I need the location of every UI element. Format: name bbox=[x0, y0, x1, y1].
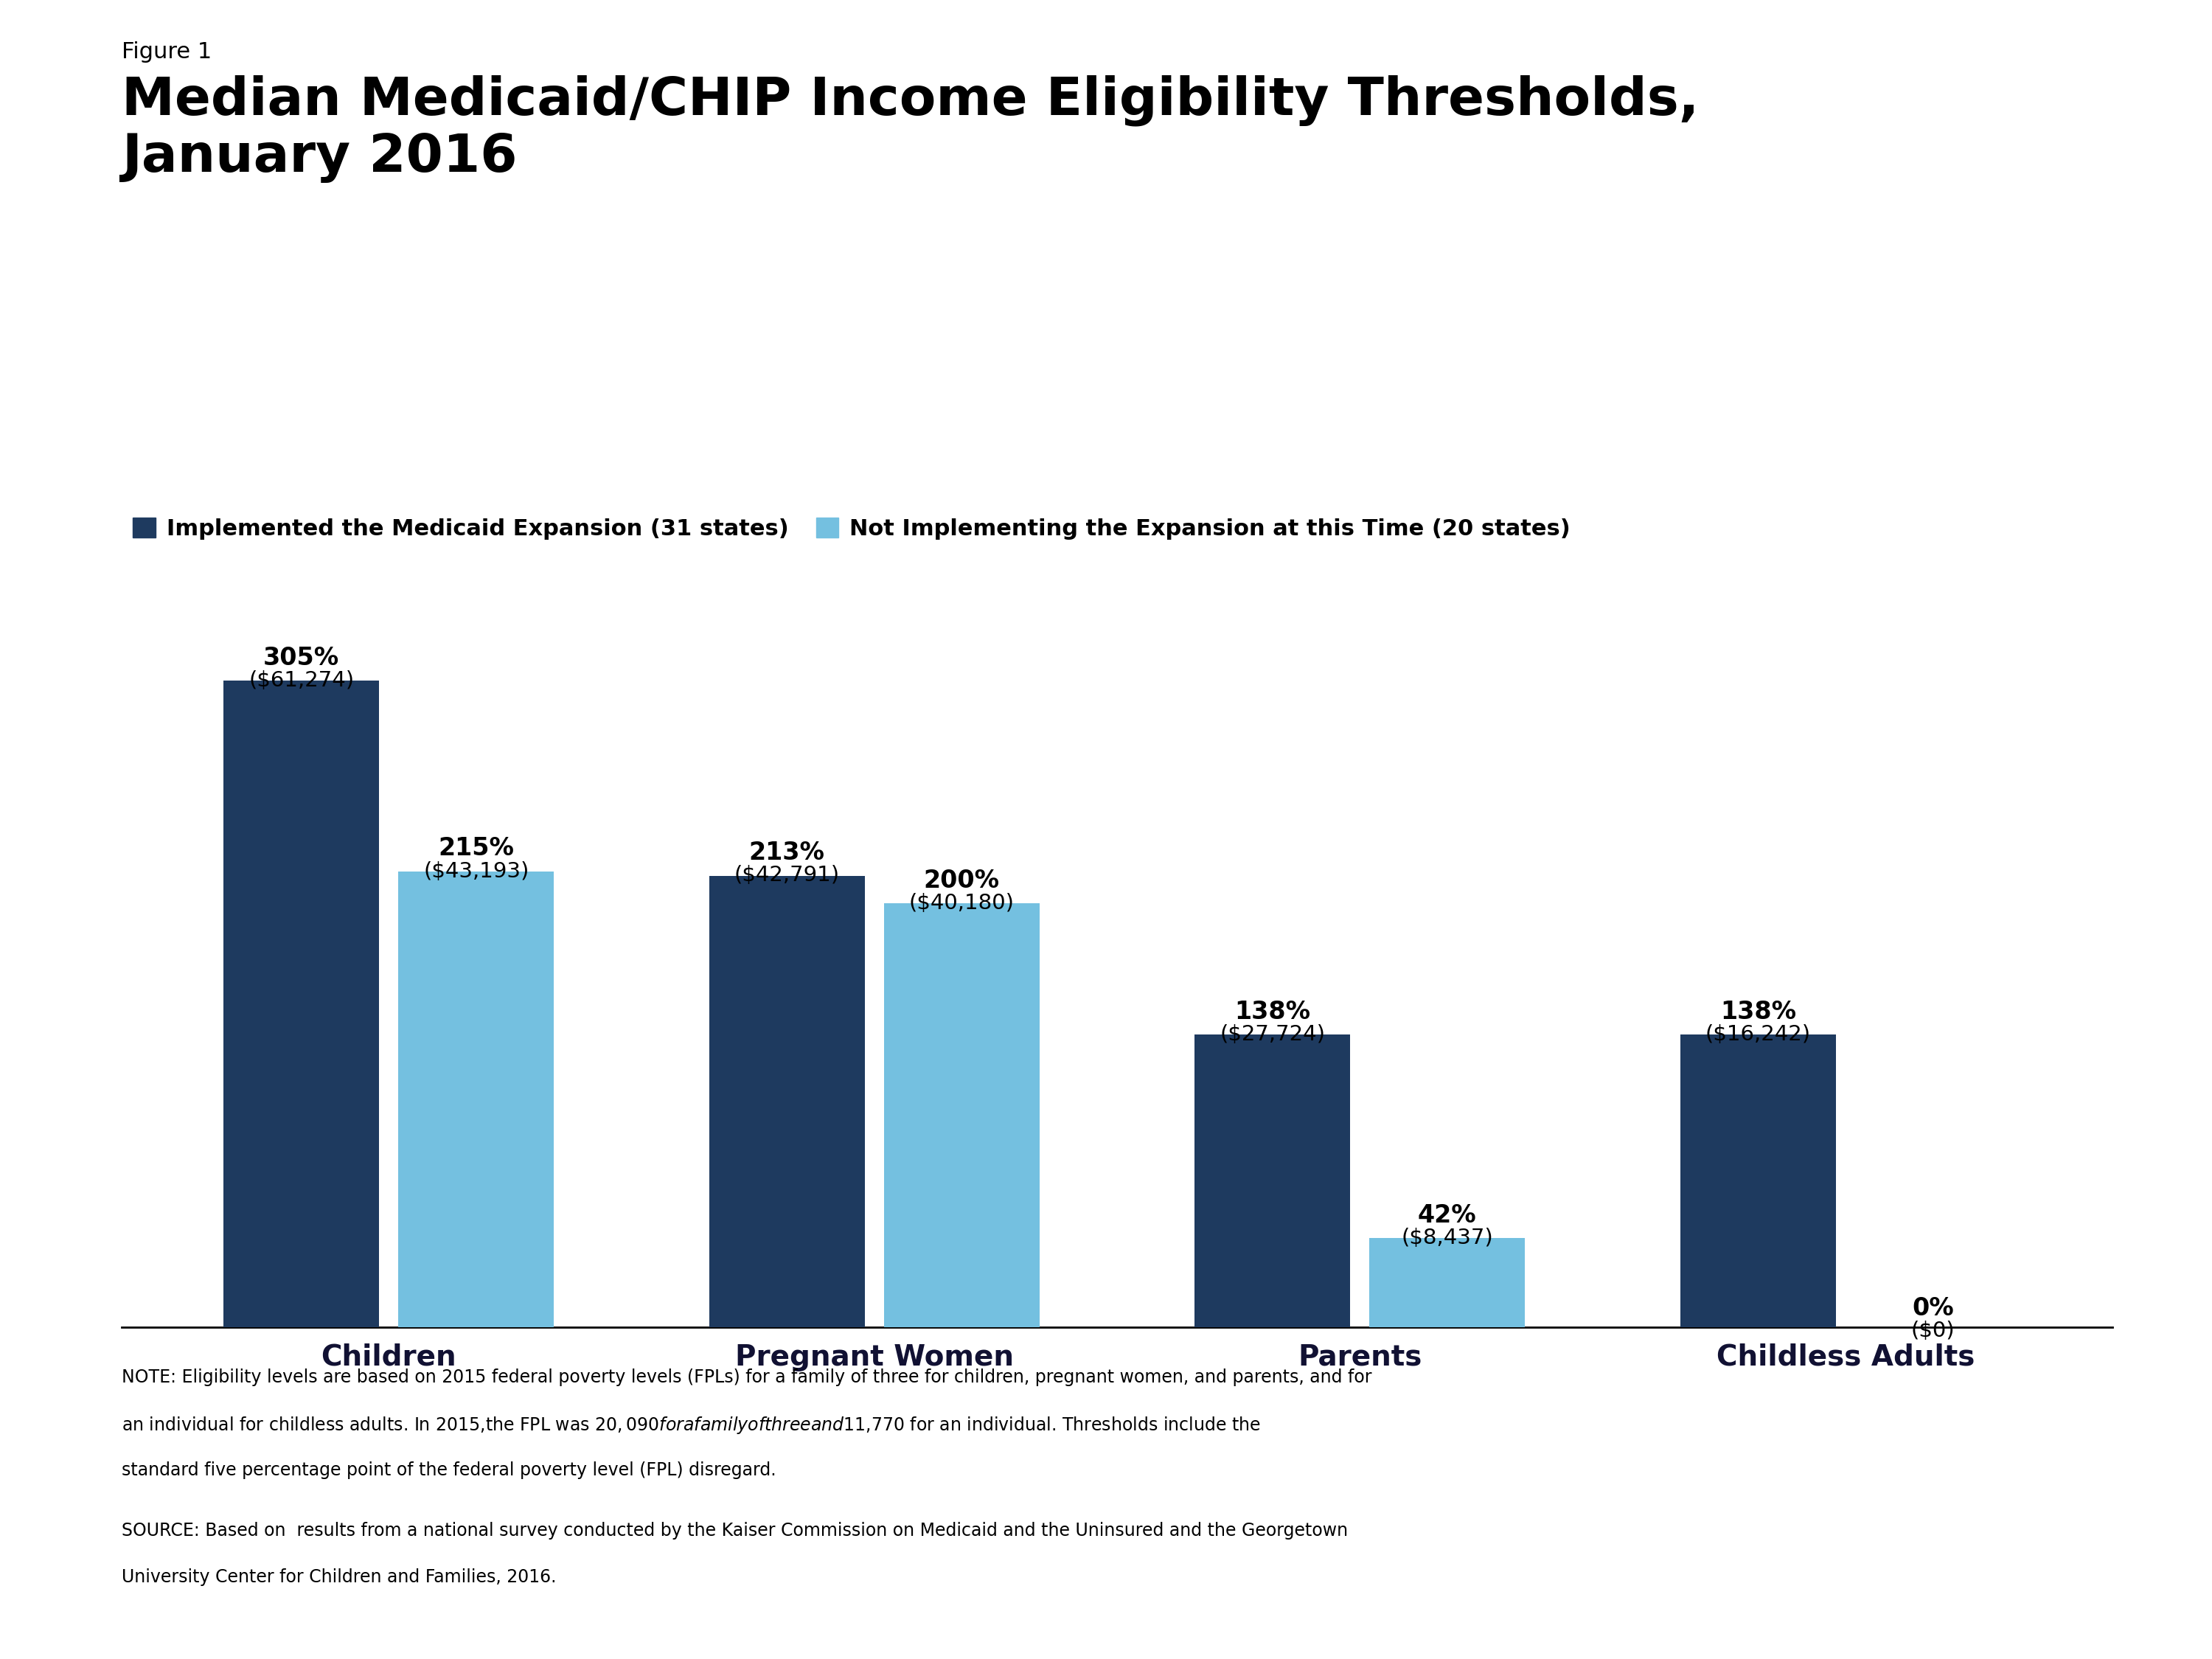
Text: ($27,724): ($27,724) bbox=[1219, 1024, 1325, 1045]
Text: ($61,274): ($61,274) bbox=[248, 670, 354, 690]
Text: 138%: 138% bbox=[1721, 1000, 1796, 1024]
Text: 42%: 42% bbox=[1418, 1203, 1478, 1228]
Text: SOURCE: Based on  results from a national survey conducted by the Kaiser Commiss: SOURCE: Based on results from a national… bbox=[122, 1521, 1347, 1540]
Text: 213%: 213% bbox=[750, 841, 825, 864]
Bar bbox=[885, 902, 1040, 1327]
Text: ($43,193): ($43,193) bbox=[422, 861, 529, 881]
Text: ($0): ($0) bbox=[1911, 1321, 1955, 1342]
Text: ($8,437): ($8,437) bbox=[1400, 1228, 1493, 1248]
Text: THE HENRY J.: THE HENRY J. bbox=[1980, 1415, 2044, 1425]
Text: KAISER: KAISER bbox=[1973, 1452, 2051, 1470]
Bar bbox=[1681, 1035, 1836, 1327]
Text: standard five percentage point of the federal poverty level (FPL) disregard.: standard five percentage point of the fe… bbox=[122, 1462, 776, 1480]
Bar bbox=[1369, 1238, 1524, 1327]
Text: 0%: 0% bbox=[1911, 1297, 1953, 1321]
Text: Figure 1: Figure 1 bbox=[122, 41, 212, 63]
Text: NOTE: Eligibility levels are based on 2015 federal poverty levels (FPLs) for a f: NOTE: Eligibility levels are based on 20… bbox=[122, 1369, 1371, 1387]
Text: FOUNDATION: FOUNDATION bbox=[1980, 1574, 2044, 1584]
Text: 305%: 305% bbox=[263, 645, 338, 670]
Bar bbox=[710, 876, 865, 1327]
Text: ($40,180): ($40,180) bbox=[909, 893, 1015, 912]
Legend: Implemented the Medicaid Expansion (31 states), Not Implementing the Expansion a: Implemented the Medicaid Expansion (31 s… bbox=[133, 518, 1571, 539]
Text: ($42,791): ($42,791) bbox=[734, 864, 841, 886]
Text: 215%: 215% bbox=[438, 836, 513, 861]
Text: 138%: 138% bbox=[1234, 1000, 1310, 1024]
Text: Median Medicaid/CHIP Income Eligibility Thresholds,
January 2016: Median Medicaid/CHIP Income Eligibility … bbox=[122, 75, 1699, 182]
Bar bbox=[1194, 1035, 1349, 1327]
Text: an individual for childless adults. In 2015,the FPL was $20,090 for a family of : an individual for childless adults. In 2… bbox=[122, 1415, 1261, 1435]
Text: University Center for Children and Families, 2016.: University Center for Children and Famil… bbox=[122, 1568, 557, 1586]
Bar bbox=[223, 680, 378, 1327]
Text: 200%: 200% bbox=[925, 868, 1000, 893]
Text: ($16,242): ($16,242) bbox=[1705, 1024, 1812, 1045]
Bar bbox=[398, 871, 553, 1327]
Text: FAMILY: FAMILY bbox=[1973, 1510, 2051, 1528]
